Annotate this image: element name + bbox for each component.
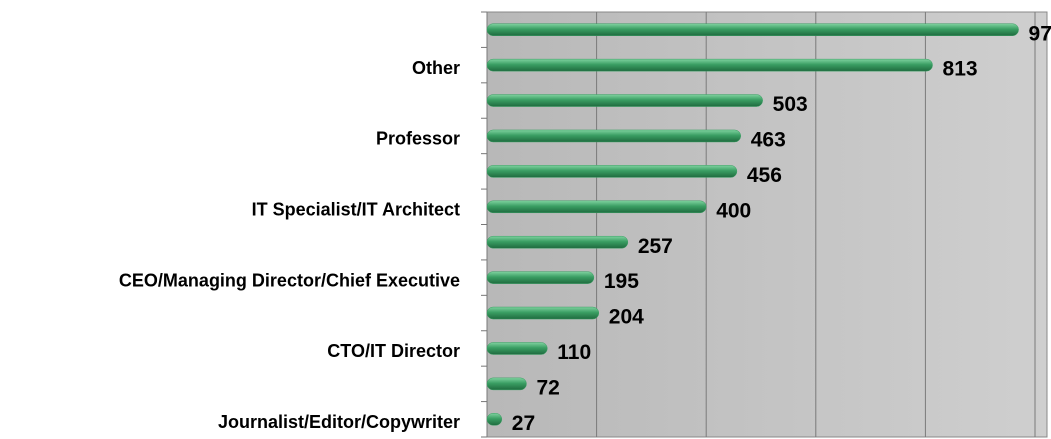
y-tick-label: CTO/IT Director [327, 341, 460, 361]
y-tick-label: Journalist/Editor/Copywriter [218, 412, 460, 432]
data-label: 257 [638, 235, 673, 258]
bar [486, 377, 527, 391]
bar [486, 342, 548, 355]
data-label: 503 [773, 93, 808, 116]
bar [486, 271, 595, 284]
data-label: 400 [716, 199, 751, 222]
bar [486, 58, 933, 72]
data-label: 970 [1029, 22, 1051, 45]
bar [486, 23, 1019, 36]
data-label: 27 [512, 412, 535, 435]
data-label: 204 [609, 306, 644, 329]
bar [486, 129, 741, 143]
y-tick-label: CEO/Managing Director/Chief Executive [119, 270, 460, 290]
plot-area [486, 11, 1048, 438]
bar [486, 94, 763, 107]
data-label: 72 [536, 376, 559, 399]
bar [486, 200, 707, 214]
bar [486, 413, 503, 426]
data-label: 195 [604, 270, 639, 293]
data-label: 463 [751, 129, 786, 152]
bar [486, 306, 600, 320]
bar [486, 165, 738, 178]
bar [486, 235, 629, 249]
y-tick-label: Other [412, 58, 460, 78]
data-label: 456 [747, 164, 782, 187]
y-tick-label: IT Specialist/IT Architect [252, 200, 460, 220]
data-label: 813 [943, 58, 978, 81]
data-label: 110 [557, 341, 591, 364]
y-tick-label: Professor [376, 129, 460, 149]
